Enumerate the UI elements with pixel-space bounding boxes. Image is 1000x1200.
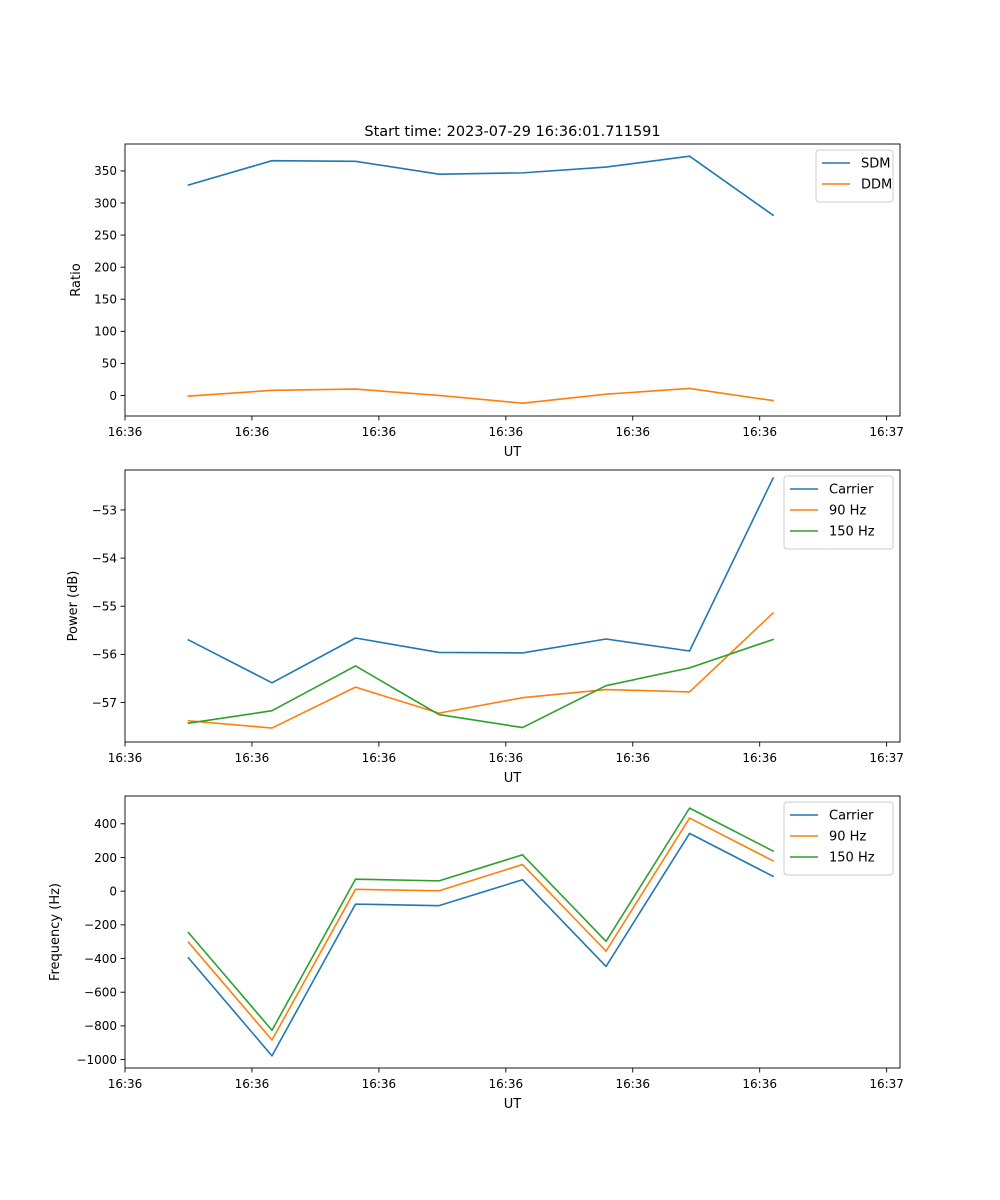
y-tick-label: 50 bbox=[102, 357, 117, 371]
y-tick-label: −54 bbox=[92, 551, 117, 565]
x-tick-label: 16:36 bbox=[362, 425, 397, 439]
x-axis-label: UT bbox=[504, 445, 522, 460]
x-tick-label: 16:36 bbox=[362, 1077, 397, 1091]
y-tick-label: −57 bbox=[92, 696, 117, 710]
legend: SDM DDM bbox=[815, 149, 894, 203]
axes-frame bbox=[124, 143, 901, 417]
chart-title: Start time: 2023-07-29 16:36:01.711591 bbox=[364, 124, 660, 140]
legend-label: Carrier bbox=[829, 809, 874, 824]
y-axis-label: Ratio bbox=[69, 263, 84, 296]
y-tick-label: −56 bbox=[92, 648, 117, 662]
series-line-ddm bbox=[187, 387, 774, 404]
x-tick-label: 16:36 bbox=[615, 1077, 650, 1091]
series-line-carrier bbox=[187, 477, 775, 684]
y-tick-label: 200 bbox=[94, 851, 117, 865]
series-line-150-hz bbox=[187, 807, 775, 1032]
y-tick-label: −1000 bbox=[76, 1053, 117, 1067]
y-tick-label: −53 bbox=[92, 503, 117, 517]
y-tick-label: 100 bbox=[94, 325, 117, 339]
x-tick-label: 16:36 bbox=[742, 751, 777, 765]
power-subplot: 16:36 16:36 16:36 16:36 16:36 16:36 16:37 −57 −5… bbox=[66, 469, 904, 786]
x-tick-label: 16:36 bbox=[235, 751, 270, 765]
x-tick-label: 16:36 bbox=[489, 751, 524, 765]
y-tick-label: 350 bbox=[94, 164, 117, 178]
y-tick-label: 0 bbox=[109, 389, 117, 403]
frequency-subplot: 16:36 16:36 16:36 16:36 16:36 16:36 16:37 −1000… bbox=[48, 795, 904, 1112]
legend-label: 90 Hz bbox=[829, 830, 866, 845]
x-axis-label: UT bbox=[504, 1097, 522, 1112]
x-tick-label: 16:36 bbox=[235, 425, 270, 439]
legend-label: 90 Hz bbox=[829, 504, 866, 519]
legend-label: 150 Hz bbox=[829, 525, 875, 540]
series-line-90-hz bbox=[187, 611, 775, 729]
y-axis-label: Frequency (Hz) bbox=[48, 883, 63, 981]
y-tick-label: −600 bbox=[84, 986, 117, 1000]
legend: Carrier 90 Hz 150 Hz bbox=[783, 801, 894, 876]
x-tick-label: 16:36 bbox=[489, 1077, 524, 1091]
y-tick-label: 300 bbox=[94, 196, 117, 210]
x-tick-label: 16:36 bbox=[742, 425, 777, 439]
y-tick-label: 200 bbox=[94, 260, 117, 274]
x-tick-label: 16:36 bbox=[108, 425, 143, 439]
y-tick-label: −400 bbox=[84, 952, 117, 966]
series-line-90-hz bbox=[187, 817, 775, 1041]
x-tick-label: 16:36 bbox=[489, 425, 524, 439]
x-tick-label: 16:37 bbox=[869, 1077, 904, 1091]
series-line-carrier bbox=[187, 832, 775, 1057]
y-tick-label: 0 bbox=[109, 884, 117, 898]
x-tick-label: 16:36 bbox=[108, 1077, 143, 1091]
x-tick-label: 16:36 bbox=[108, 751, 143, 765]
y-tick-label: 150 bbox=[94, 293, 117, 307]
x-tick-label: 16:36 bbox=[615, 425, 650, 439]
x-tick-label: 16:37 bbox=[869, 751, 904, 765]
y-tick-label: −200 bbox=[84, 918, 117, 932]
y-tick-label: −800 bbox=[84, 1019, 117, 1033]
x-tick-label: 16:36 bbox=[362, 751, 397, 765]
x-tick-label: 16:36 bbox=[235, 1077, 270, 1091]
y-tick-label: −55 bbox=[92, 600, 117, 614]
series-line-sdm bbox=[187, 155, 775, 217]
legend-label: SDM bbox=[861, 157, 890, 172]
legend-label: 150 Hz bbox=[829, 851, 875, 866]
y-tick-label: 250 bbox=[94, 228, 117, 242]
y-axis-label: Power (dB) bbox=[66, 571, 81, 642]
legend-label: DDM bbox=[861, 178, 892, 193]
x-axis-label: UT bbox=[504, 771, 522, 786]
axes-frame bbox=[124, 795, 901, 1069]
x-tick-label: 16:37 bbox=[869, 425, 904, 439]
series-line-150-hz bbox=[187, 638, 775, 729]
x-tick-label: 16:36 bbox=[742, 1077, 777, 1091]
ratio-subplot: 16:36 16:36 16:36 16:36 16:36 16:36 16:37 0 50 10… bbox=[69, 143, 904, 460]
y-tick-label: 400 bbox=[94, 817, 117, 831]
x-tick-label: 16:36 bbox=[615, 751, 650, 765]
legend: Carrier 90 Hz 150 Hz bbox=[783, 475, 894, 550]
legend-label: Carrier bbox=[829, 483, 874, 498]
